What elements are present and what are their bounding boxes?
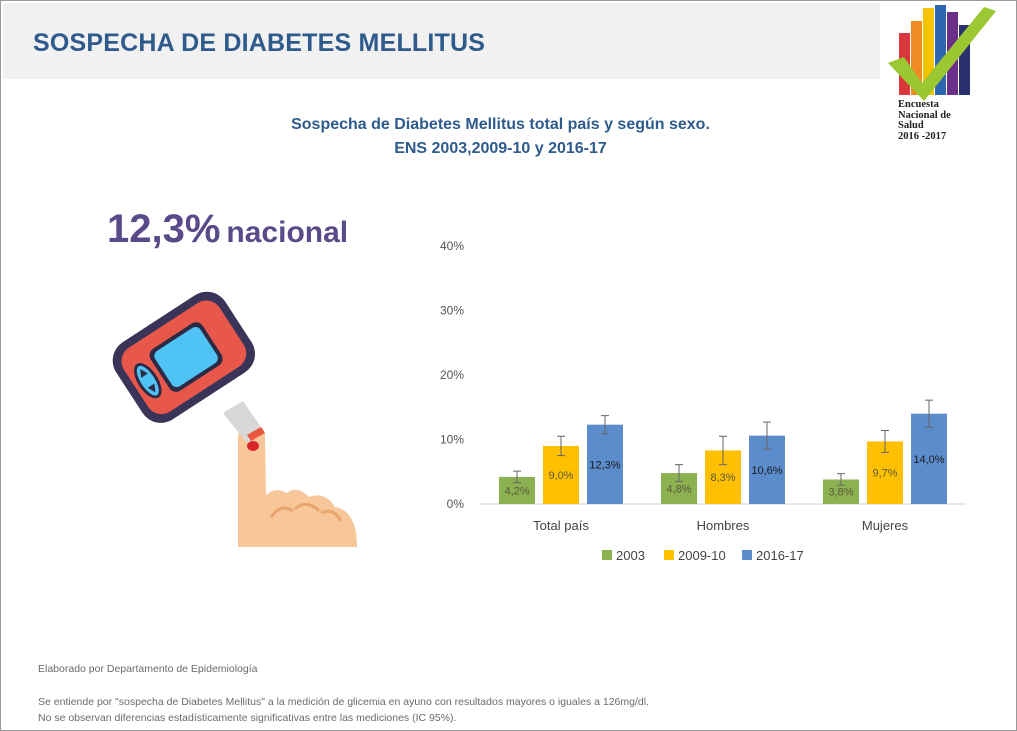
test-strip-icon xyxy=(223,401,265,443)
legend-swatch-2003 xyxy=(602,550,612,560)
data-label: 14,0% xyxy=(913,454,944,466)
logo-line-3: Salud xyxy=(898,120,924,131)
glucometer-illustration-icon xyxy=(112,291,357,547)
legend-label: 2003 xyxy=(616,548,645,563)
national-percentage: 12,3% xyxy=(107,207,221,251)
data-label: 9,7% xyxy=(872,468,897,480)
footer-note-1: Se entiende por "sospecha de Diabetes Me… xyxy=(38,696,649,708)
legend-label: 2009-10 xyxy=(678,548,726,563)
ens-logo-icon xyxy=(888,5,996,101)
logo-bar-blue xyxy=(935,5,946,95)
data-label: 4,2% xyxy=(504,485,529,497)
data-label: 3,8% xyxy=(828,487,853,499)
logo-text: Encuesta Nacional de Salud 2016 -2017 xyxy=(898,99,951,142)
x-tick-label: Mujeres xyxy=(862,518,909,533)
x-tick-label: Total país xyxy=(533,518,589,533)
bar-chart: 0% 10% 20% 30% 40% 4,2% 9,0% 12,3% Total país 4,8… xyxy=(440,239,966,563)
y-tick-label: 40% xyxy=(440,239,464,253)
logo-bar-yellow xyxy=(923,8,934,95)
footer-credit: Elaborado por Departamento de Epidemiolo… xyxy=(38,663,258,675)
logo-line-2: Nacional de xyxy=(898,109,951,121)
header-band: SOSPECHA DE DIABETES MELLITUS xyxy=(3,3,880,79)
data-label: 9,0% xyxy=(548,470,573,482)
national-highlight: 12,3% nacional xyxy=(107,207,348,252)
chart-subtitle-line-1: Sospecha de Diabetes Mellitus total país… xyxy=(291,116,710,133)
y-tick-label: 0% xyxy=(447,497,465,511)
legend-label: 2016-17 xyxy=(756,548,804,563)
y-tick-label: 20% xyxy=(440,368,464,382)
legend-swatch-2016-17 xyxy=(742,550,752,560)
legend-swatch-2009-10 xyxy=(664,550,674,560)
bar-2016-17 xyxy=(911,413,947,504)
y-tick-label: 10% xyxy=(440,433,464,447)
data-label: 8,3% xyxy=(710,472,735,484)
data-label: 12,3% xyxy=(589,459,620,471)
finger-icon xyxy=(238,425,357,547)
logo-bar-orange xyxy=(911,21,922,95)
chart-subtitle-line-2: ENS 2003,2009-10 y 2016-17 xyxy=(394,140,607,157)
logo-check-icon xyxy=(888,7,996,101)
logo-bar-navy xyxy=(959,25,970,95)
logo-line-1: Encuesta xyxy=(898,99,939,110)
glucometer-icon xyxy=(112,291,255,423)
national-label: nacional xyxy=(226,216,349,249)
bar-2016-17 xyxy=(587,424,623,504)
blood-drop-icon xyxy=(247,441,259,451)
logo-line-4: 2016 -2017 xyxy=(898,130,947,142)
page-title: SOSPECHA DE DIABETES MELLITUS xyxy=(33,29,486,57)
y-tick-label: 30% xyxy=(440,304,464,318)
footer-note-2: No se observan diferencias estadísticame… xyxy=(38,712,457,724)
data-label: 10,6% xyxy=(751,465,782,477)
x-tick-label: Hombres xyxy=(697,518,750,533)
data-label: 4,8% xyxy=(666,484,691,496)
